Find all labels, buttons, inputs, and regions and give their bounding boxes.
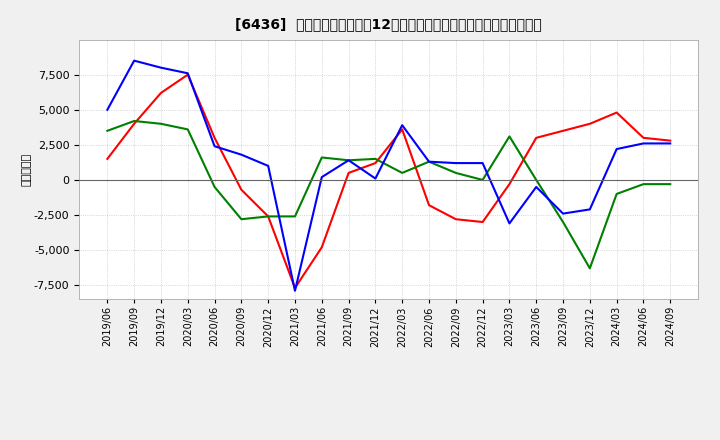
営業CF <box>371 161 379 166</box>
フリーCF <box>371 176 379 181</box>
Title: [6436]  キャッシュフローの12か月移動合計の対前年同期増減額の推移: [6436] キャッシュフローの12か月移動合計の対前年同期増減額の推移 <box>235 18 542 32</box>
投資CF <box>505 134 514 139</box>
フリーCF <box>157 65 166 70</box>
営業CF <box>398 127 407 132</box>
Line: 営業CF: 営業CF <box>107 75 670 288</box>
フリーCF <box>451 161 460 166</box>
投資CF <box>291 214 300 219</box>
フリーCF <box>103 107 112 112</box>
営業CF <box>237 187 246 192</box>
投資CF <box>666 181 675 187</box>
Line: フリーCF: フリーCF <box>107 61 670 291</box>
フリーCF <box>184 71 192 76</box>
投資CF <box>451 170 460 176</box>
Line: 投資CF: 投資CF <box>107 121 670 268</box>
営業CF <box>425 202 433 208</box>
営業CF <box>264 214 272 219</box>
投資CF <box>237 216 246 222</box>
営業CF <box>612 110 621 115</box>
投資CF <box>612 191 621 197</box>
営業CF <box>666 138 675 143</box>
営業CF <box>478 220 487 225</box>
フリーCF <box>264 163 272 169</box>
営業CF <box>291 285 300 290</box>
投資CF <box>318 155 326 160</box>
営業CF <box>103 156 112 161</box>
投資CF <box>157 121 166 126</box>
フリーCF <box>291 288 300 293</box>
フリーCF <box>344 158 353 163</box>
営業CF <box>585 121 594 126</box>
フリーCF <box>478 161 487 166</box>
投資CF <box>130 118 138 124</box>
フリーCF <box>639 141 648 146</box>
フリーCF <box>585 207 594 212</box>
投資CF <box>532 177 541 183</box>
営業CF <box>451 216 460 222</box>
営業CF <box>157 90 166 95</box>
フリーCF <box>666 141 675 146</box>
投資CF <box>585 266 594 271</box>
営業CF <box>318 245 326 250</box>
フリーCF <box>398 123 407 128</box>
投資CF <box>103 128 112 133</box>
投資CF <box>425 159 433 164</box>
営業CF <box>130 121 138 126</box>
投資CF <box>371 156 379 161</box>
投資CF <box>344 158 353 163</box>
フリーCF <box>210 143 219 149</box>
投資CF <box>210 184 219 190</box>
投資CF <box>478 177 487 183</box>
フリーCF <box>425 159 433 164</box>
投資CF <box>639 181 648 187</box>
営業CF <box>210 135 219 140</box>
営業CF <box>344 170 353 176</box>
フリーCF <box>505 221 514 226</box>
フリーCF <box>237 152 246 158</box>
フリーCF <box>559 211 567 216</box>
フリーCF <box>318 175 326 180</box>
フリーCF <box>532 184 541 190</box>
営業CF <box>639 135 648 140</box>
営業CF <box>532 135 541 140</box>
投資CF <box>264 214 272 219</box>
営業CF <box>505 181 514 187</box>
営業CF <box>184 72 192 77</box>
営業CF <box>559 128 567 133</box>
投資CF <box>559 220 567 225</box>
投資CF <box>184 127 192 132</box>
Y-axis label: （百万円）: （百万円） <box>21 153 31 186</box>
投資CF <box>398 170 407 176</box>
フリーCF <box>130 58 138 63</box>
フリーCF <box>612 147 621 152</box>
